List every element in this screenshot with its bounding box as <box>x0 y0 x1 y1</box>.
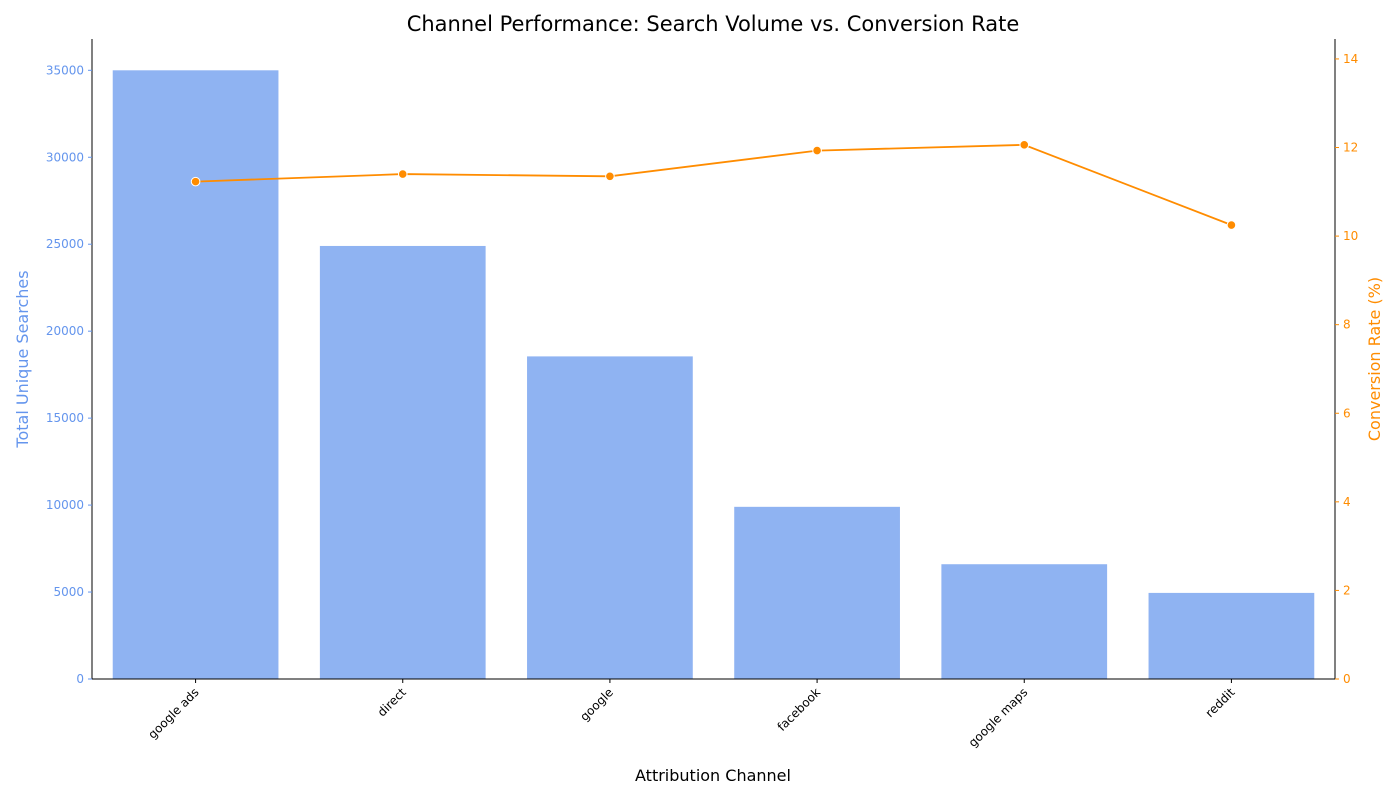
bar-reddit <box>1148 592 1315 679</box>
bar-google-maps <box>941 564 1108 679</box>
chart-title: Channel Performance: Search Volume vs. C… <box>407 12 1020 36</box>
left-tick-label: 0 <box>76 672 84 686</box>
right-tick-label: 4 <box>1343 495 1351 509</box>
left-tick-label: 25000 <box>46 237 84 251</box>
line-point-facebook <box>812 145 822 156</box>
left-tick-label: 35000 <box>46 63 84 77</box>
bar-direct <box>319 245 486 679</box>
left-tick-label: 5000 <box>53 585 84 599</box>
x-tick-label: google maps <box>966 685 1031 750</box>
right-tick-label: 12 <box>1343 141 1358 155</box>
x-axis-label: Attribution Channel <box>635 766 791 785</box>
right-tick-label: 2 <box>1343 583 1351 597</box>
left-tick-label: 10000 <box>46 498 84 512</box>
bar-facebook <box>734 506 900 679</box>
bar-google-ads <box>112 70 279 680</box>
right-tick-label: 0 <box>1343 672 1351 686</box>
left-tick-label: 30000 <box>46 150 84 164</box>
right-axis-ticks: 0 2 4 6 8 10 12 14 <box>1335 52 1358 686</box>
right-tick-label: 10 <box>1343 229 1358 243</box>
conversion-rate-line <box>195 143 1232 226</box>
line-point-google-ads <box>190 176 201 187</box>
x-axis-ticks: google ads direct google facebook google map… <box>145 679 1238 750</box>
right-tick-label: 14 <box>1343 52 1358 66</box>
x-tick-label: google <box>577 685 616 724</box>
y2-axis-label: Conversion Rate (%) <box>1365 277 1384 441</box>
bar-google <box>527 356 693 679</box>
right-tick-label: 6 <box>1343 406 1351 420</box>
left-axis-ticks: 0 5000 10000 15000 20000 25000 30000 35000 <box>46 63 92 686</box>
line-point-direct <box>397 169 408 179</box>
bar-series <box>112 70 1315 680</box>
line-series <box>190 140 1237 230</box>
left-tick-label: 15000 <box>46 411 84 425</box>
x-tick-label: facebook <box>775 685 824 734</box>
x-tick-label: direct <box>375 685 409 719</box>
x-tick-label: reddit <box>1203 685 1238 720</box>
left-tick-label: 20000 <box>46 324 84 338</box>
line-point-google-maps <box>1019 140 1030 150</box>
y-axis-label: Total Unique Searches <box>13 270 32 448</box>
right-tick-label: 8 <box>1343 318 1351 332</box>
line-point-reddit <box>1226 220 1237 230</box>
line-point-google <box>605 171 615 182</box>
x-tick-label: google ads <box>145 685 201 741</box>
